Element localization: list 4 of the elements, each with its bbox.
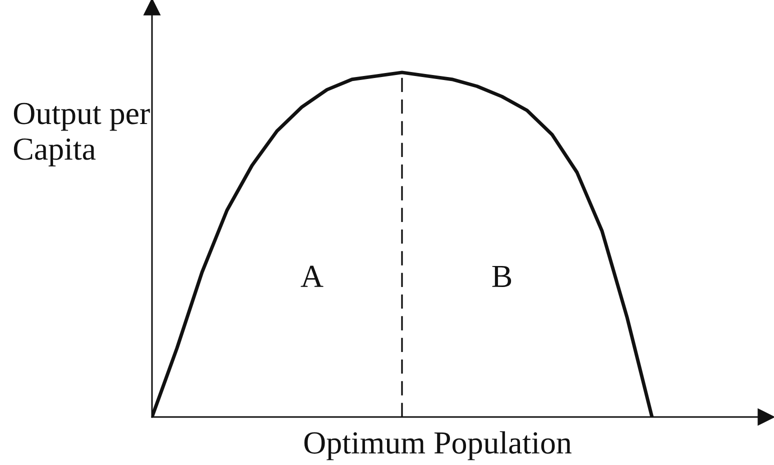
x-axis-title: Optimum Population — [304, 431, 572, 460]
y-axis-title: Output per Capita — [14, 102, 150, 166]
annotation: B — [492, 266, 512, 287]
annotation: A — [300, 266, 324, 287]
